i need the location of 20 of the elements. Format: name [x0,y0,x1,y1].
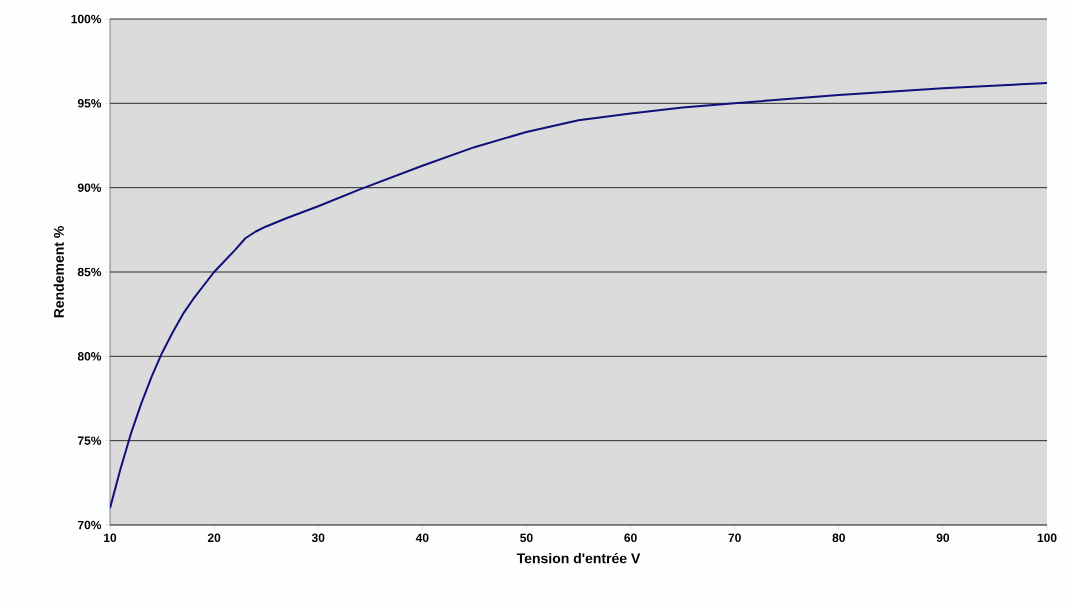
x-tick-label: 50 [520,533,533,543]
x-tick-label: 40 [415,533,429,543]
x-tick-label: 60 [624,533,637,543]
x-tick-label: 100 [1037,533,1057,543]
y-tick-label: 95% [77,99,102,108]
y-axis-title: Rendement % [53,226,64,318]
x-tick-label: 70 [728,533,741,543]
y-tick-label: 100% [71,14,102,24]
x-axis-title: Tension d'entrée V [516,552,641,564]
x-tick-label: 20 [207,533,221,543]
y-tick-label: 75% [77,436,102,445]
x-tick-label: 80 [832,533,845,543]
y-tick-label: 90% [77,183,102,192]
x-tick-label: 90 [936,533,950,543]
y-tick-label: 85% [77,267,102,277]
x-tick-label: 30 [311,533,325,543]
y-tick-label: 70% [77,520,102,530]
y-tick-label: 80% [77,352,102,361]
x-tick-label: 10 [104,533,117,543]
line-series [110,82,1048,510]
